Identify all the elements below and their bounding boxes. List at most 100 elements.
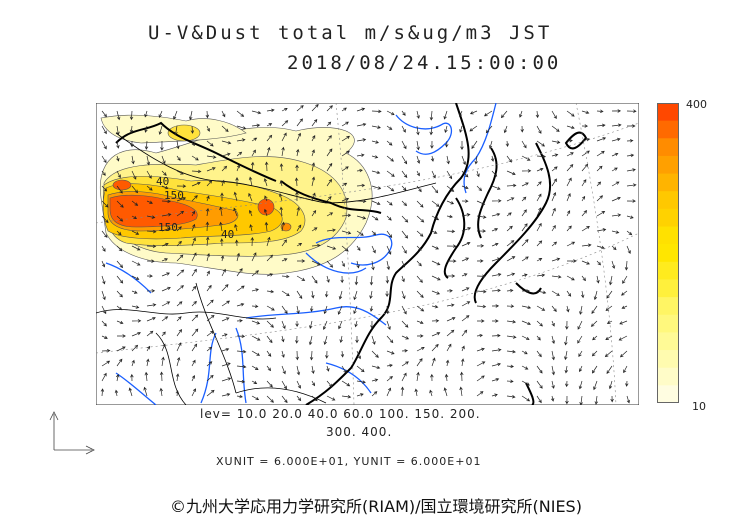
wind-arrow [536, 320, 543, 327]
wind-arrow [131, 359, 135, 367]
wind-arrow [446, 214, 453, 219]
wind-arrow [577, 320, 583, 330]
wind-arrow [581, 110, 590, 115]
wind-arrow [491, 393, 498, 397]
wind-arrow [594, 395, 599, 405]
wind-arrow [131, 200, 139, 206]
wind-arrow [416, 170, 420, 177]
wind-arrow [386, 320, 391, 330]
wind-arrow [611, 230, 620, 234]
wind-arrow [220, 192, 224, 201]
wind-arrow [551, 320, 555, 327]
wind-arrow [191, 237, 196, 247]
wind-arrow [536, 305, 546, 311]
wind-arrow [326, 395, 336, 401]
wind-arrow [311, 103, 319, 112]
wind-arrow [506, 240, 515, 247]
colorbar-swatch [657, 332, 679, 351]
wind-arrow [309, 305, 314, 313]
wind-arrow [341, 182, 348, 187]
wind-arrow [626, 395, 631, 404]
wind-arrow [176, 269, 185, 277]
wind-arrow [386, 335, 394, 344]
wind-arrow [443, 110, 448, 120]
wind-arrow [476, 215, 487, 219]
wind-arrow [611, 213, 622, 217]
wind-arrow [506, 395, 516, 399]
wind-arrow [371, 170, 381, 175]
wind-arrow [622, 275, 628, 284]
wind-arrow [281, 239, 287, 247]
wind-arrow [431, 357, 436, 367]
wind-arrow [116, 320, 124, 325]
wind-arrow [369, 305, 374, 312]
wind-arrow [491, 272, 502, 277]
wind-arrow [476, 347, 485, 352]
wind-arrow [281, 120, 289, 127]
wind-arrow [176, 140, 180, 150]
wind-arrow [101, 215, 109, 224]
wind-arrow [621, 305, 628, 309]
wind-arrow [626, 153, 635, 158]
wind-arrow [491, 304, 500, 308]
wind-arrow [416, 346, 425, 352]
wind-arrow [521, 335, 530, 341]
wind-arrow [605, 305, 613, 311]
wind-arrow [401, 290, 406, 300]
wind-arrow [266, 289, 275, 294]
wind-arrow [251, 270, 259, 277]
wind-arrow [278, 193, 283, 202]
wind-arrow [416, 260, 422, 267]
wind-arrow [551, 290, 560, 296]
colorbar-swatch [657, 155, 679, 175]
wind-arrow [281, 132, 287, 142]
wind-arrow [459, 125, 463, 133]
wind-arrow [279, 180, 283, 187]
wind-arrow [429, 389, 433, 397]
wind-arrow [581, 137, 590, 142]
wind-arrow [326, 135, 332, 142]
wind-arrow [101, 320, 107, 327]
wind-arrow [461, 257, 470, 262]
colorbar [657, 103, 679, 403]
wind-arrow [578, 380, 583, 390]
wind-arrow [191, 155, 199, 161]
wind-arrow [117, 334, 126, 338]
wind-arrow [219, 206, 223, 217]
wind-arrow [566, 164, 574, 172]
wind-arrow [567, 259, 577, 263]
wind-arrow [581, 179, 587, 187]
wind-arrow [311, 365, 315, 375]
wind-arrow [221, 179, 225, 187]
wind-arrow [535, 110, 540, 119]
wind-arrow [461, 358, 465, 367]
wind-arrow [566, 241, 576, 247]
wind-arrow [326, 365, 330, 372]
wind-arrow [431, 290, 441, 295]
wind-arrow [131, 245, 141, 251]
wind-arrow [311, 149, 315, 157]
wind-arrow [128, 387, 133, 397]
wind-arrow [323, 335, 328, 346]
wind-arrow [431, 230, 438, 234]
wind-arrow [626, 199, 636, 203]
wind-arrow [161, 199, 171, 204]
wind-arrow [341, 107, 347, 112]
wind-arrow [221, 284, 229, 292]
wind-arrow [401, 305, 407, 315]
wind-vector-field [100, 103, 637, 405]
wind-arrow [581, 124, 589, 128]
wind-arrow [564, 365, 569, 374]
colorbar-swatch [657, 138, 679, 157]
wind-arrow [371, 185, 382, 190]
wind-arrow [506, 183, 517, 188]
wind-arrow [144, 371, 149, 382]
wind-arrow [341, 135, 351, 142]
wind-arrow [506, 155, 512, 163]
wind-arrow [159, 387, 163, 397]
wind-arrow [236, 394, 243, 399]
wind-arrow [521, 169, 532, 173]
wind-arrow [521, 209, 527, 217]
wind-arrow [129, 110, 134, 121]
wind-arrow [236, 302, 245, 307]
